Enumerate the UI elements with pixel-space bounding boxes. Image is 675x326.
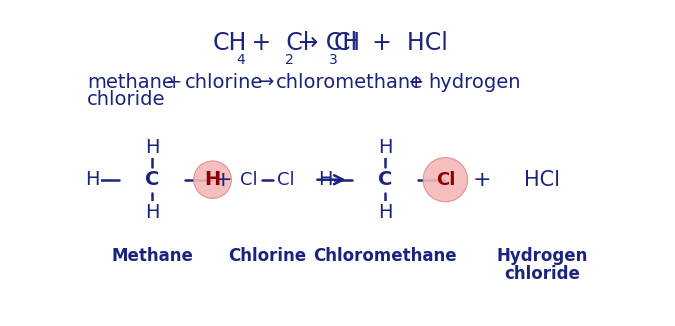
Text: chlorine: chlorine xyxy=(186,73,264,92)
Text: 4: 4 xyxy=(236,53,245,67)
Text: methane: methane xyxy=(87,73,174,92)
Text: chloride: chloride xyxy=(504,265,580,283)
Text: Chloromethane: Chloromethane xyxy=(313,247,457,265)
Text: H: H xyxy=(85,170,99,189)
Text: H: H xyxy=(378,138,392,156)
Ellipse shape xyxy=(423,157,468,202)
Text: Methane: Methane xyxy=(111,247,193,265)
Text: hydrogen: hydrogen xyxy=(428,73,520,92)
Text: → CH: → CH xyxy=(291,31,360,55)
Text: chloromethane: chloromethane xyxy=(276,73,423,92)
Text: C: C xyxy=(378,170,392,189)
Text: H: H xyxy=(145,203,159,222)
Text: CH: CH xyxy=(213,31,247,55)
Text: 3: 3 xyxy=(329,53,338,67)
Text: Hydrogen: Hydrogen xyxy=(496,247,588,265)
Text: Chlorine: Chlorine xyxy=(228,247,306,265)
Text: C: C xyxy=(145,170,159,189)
Text: H: H xyxy=(145,138,159,156)
Text: H: H xyxy=(318,170,332,189)
Text: +: + xyxy=(472,170,491,190)
Text: Cl: Cl xyxy=(240,171,258,189)
Text: Cl: Cl xyxy=(435,171,455,189)
Text: 2: 2 xyxy=(286,53,294,67)
Text: +: + xyxy=(408,73,425,92)
Text: H: H xyxy=(205,170,221,189)
Text: →: → xyxy=(258,73,275,92)
Text: +: + xyxy=(165,73,182,92)
Ellipse shape xyxy=(194,161,232,199)
Text: H: H xyxy=(378,203,392,222)
Text: chloride: chloride xyxy=(87,90,165,110)
Text: +  Cl: + Cl xyxy=(244,31,309,55)
Text: +: + xyxy=(214,170,232,190)
Text: Cl  +  HCl: Cl + HCl xyxy=(334,31,448,55)
Text: HCl: HCl xyxy=(524,170,560,190)
Text: Cl: Cl xyxy=(277,171,294,189)
